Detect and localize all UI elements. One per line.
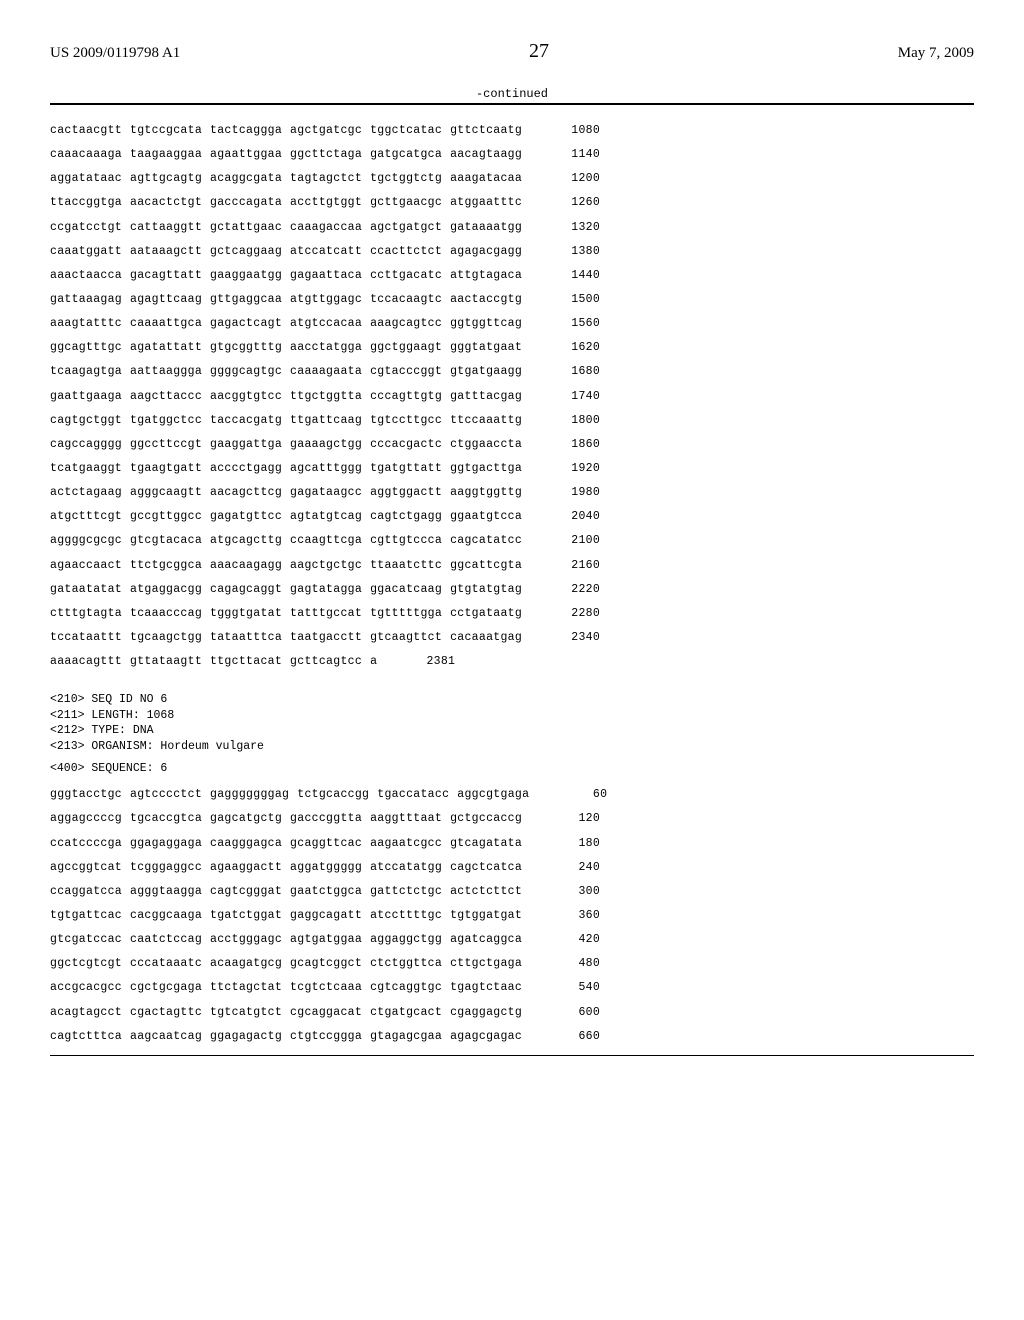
sequence-line: tcaagagtgaaattaagggaggggcagtgccaaaagaata… bbox=[50, 360, 974, 384]
sequence-line: aggatataacagttgcagtgacaggcgatatagtagctct… bbox=[50, 167, 974, 191]
continued-label: -continued bbox=[50, 87, 974, 101]
publication-number: US 2009/0119798 A1 bbox=[50, 45, 180, 62]
sequence-line: gtcgatccaccaatctccagacctgggagcagtgatggaa… bbox=[50, 928, 974, 952]
sequence-line: agccggtcattcgggaggccagaaggacttaggatggggg… bbox=[50, 856, 974, 880]
sequence-line: accgcacgcccgctgcgagattctagctattcgtctcaaa… bbox=[50, 976, 974, 1000]
sequence-block-2: gggtacctgcagtcccctctgagggggggagtctgcaccg… bbox=[50, 783, 974, 1049]
sequence-line: gattaaagagagagttcaaggttgaggcaaatgttggagc… bbox=[50, 288, 974, 312]
sequence-line: actctagaagagggcaagttaacagcttcggagataagcc… bbox=[50, 481, 974, 505]
sequence-line: ggctcgtcgtcccataaatcacaagatgcggcagtcggct… bbox=[50, 952, 974, 976]
sequence-line: aaaacagtttgttataagttttgcttacatgcttcagtcc… bbox=[50, 650, 974, 674]
sequence-line: tcatgaaggttgaagtgattacccctgaggagcatttggg… bbox=[50, 457, 974, 481]
sequence-line: tccataattttgcaagctggtataatttcataatgacctt… bbox=[50, 626, 974, 650]
sequence-line: agaaccaactttctgcggcaaaacaagaggaagctgctgc… bbox=[50, 554, 974, 578]
sequence-line: cagccaggggggccttccgtgaaggattgagaaaagctgg… bbox=[50, 433, 974, 457]
page-number: 27 bbox=[180, 40, 897, 63]
sequence-line: acagtagcctcgactagttctgtcatgtctcgcaggacat… bbox=[50, 1001, 974, 1025]
sequence-line: aaactaaccagacagttattgaaggaatgggagaattaca… bbox=[50, 264, 974, 288]
sequence-line: ccatccccgaggagaggagacaagggagcagcaggttcac… bbox=[50, 832, 974, 856]
sequence-meta: <210> SEQ ID NO 6 <211> LENGTH: 1068 <21… bbox=[50, 692, 974, 754]
sequence-line: cagtctttcaaagcaatcagggagagactgctgtccggga… bbox=[50, 1025, 974, 1049]
sequence-line: aggagccccgtgcaccgtcagagcatgctggacccggtta… bbox=[50, 807, 974, 831]
sequence-header: <400> SEQUENCE: 6 bbox=[50, 762, 974, 775]
meta-organism: <213> ORGANISM: Hordeum vulgare bbox=[50, 739, 974, 755]
sequence-line: ccaggatccaagggtaaggacagtcgggatgaatctggca… bbox=[50, 880, 974, 904]
divider-bottom bbox=[50, 1055, 974, 1056]
sequence-line: aggggcgcgcgtcgtacacaatgcagcttgccaagttcga… bbox=[50, 529, 974, 553]
sequence-line: caaacaaagataagaaggaaagaattggaaggcttctaga… bbox=[50, 143, 974, 167]
sequence-line: tgtgattcaccacggcaagatgatctggatgaggcagatt… bbox=[50, 904, 974, 928]
sequence-line: ctttgtagtatcaaacccagtgggtgatattatttgccat… bbox=[50, 602, 974, 626]
sequence-line: cactaacgtttgtccgcatatactcagggaagctgatcgc… bbox=[50, 119, 974, 143]
publication-date: May 7, 2009 bbox=[898, 45, 974, 62]
meta-seq-id: <210> SEQ ID NO 6 bbox=[50, 692, 974, 708]
sequence-line: aaagtatttccaaaattgcagagactcagtatgtccacaa… bbox=[50, 312, 974, 336]
sequence-line: caaatggattaataaagcttgctcaggaagatccatcatt… bbox=[50, 240, 974, 264]
divider-top bbox=[50, 103, 974, 105]
sequence-line: gaattgaagaaagcttacccaacggtgtccttgctggtta… bbox=[50, 385, 974, 409]
sequence-block-1: cactaacgtttgtccgcatatactcagggaagctgatcgc… bbox=[50, 119, 974, 674]
sequence-line: ttaccggtgaaacactctgtgacccagataaccttgtggt… bbox=[50, 191, 974, 215]
sequence-line: gataatatatatgaggacggcagagcaggtgagtatagga… bbox=[50, 578, 974, 602]
sequence-line: atgctttcgtgccgttggccgagatgttccagtatgtcag… bbox=[50, 505, 974, 529]
sequence-line: ccgatcctgtcattaaggttgctattgaaccaaagaccaa… bbox=[50, 216, 974, 240]
sequence-line: gggtacctgcagtcccctctgagggggggagtctgcaccg… bbox=[50, 783, 974, 807]
sequence-line: cagtgctggttgatggctcctaccacgatgttgattcaag… bbox=[50, 409, 974, 433]
sequence-line: ggcagtttgcagatattattgtgcggtttgaacctatgga… bbox=[50, 336, 974, 360]
meta-type: <212> TYPE: DNA bbox=[50, 723, 974, 739]
meta-length: <211> LENGTH: 1068 bbox=[50, 708, 974, 724]
